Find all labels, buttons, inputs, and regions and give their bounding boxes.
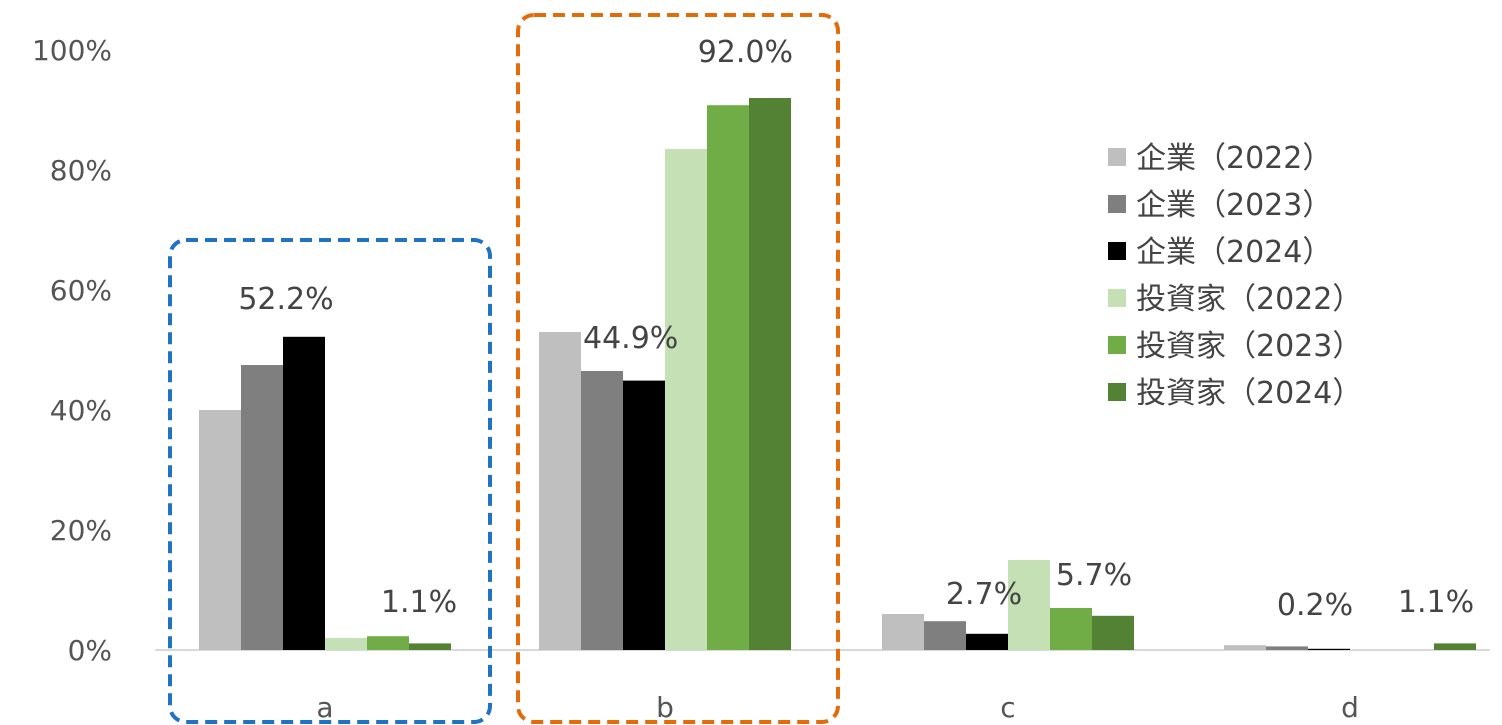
bar-b-series-1 — [581, 371, 623, 650]
category-label: b — [656, 691, 674, 724]
bar-d-series-2 — [1308, 648, 1350, 650]
legend-swatch — [1108, 148, 1126, 166]
bar-c-series-0 — [882, 614, 924, 650]
legend-label: 企業（2022） — [1136, 141, 1332, 176]
bar-a-series-0 — [199, 410, 241, 650]
data-label: 5.7% — [1056, 558, 1132, 593]
y-tick-label: 60% — [50, 274, 112, 307]
legend-label: 投資家（2022） — [1136, 282, 1362, 317]
data-label: 0.2% — [1277, 588, 1353, 623]
bar-b-series-4 — [707, 105, 749, 650]
data-label: 1.1% — [1398, 585, 1474, 620]
bar-b-series-5 — [749, 98, 791, 650]
data-label: 44.9% — [583, 321, 678, 356]
legend-swatch — [1108, 195, 1126, 213]
legend-label: 投資家（2023） — [1136, 329, 1362, 364]
category-label: a — [316, 691, 333, 724]
bar-a-series-2 — [283, 336, 325, 650]
y-tick-label: 100% — [32, 34, 112, 67]
bar-b-series-3 — [665, 149, 707, 650]
y-tick-label: 20% — [50, 514, 112, 547]
data-label: 92.0% — [698, 35, 793, 70]
legend-label: 企業（2024） — [1136, 235, 1332, 270]
legend: 企業（2022） 企業（2023） 企業（2024） 投資家（2022） 投資家（202… — [1108, 141, 1362, 411]
bar-c-series-2 — [966, 633, 1008, 650]
legend-swatch — [1108, 383, 1126, 401]
bar-c-series-1 — [924, 621, 966, 650]
bar-b-series-0 — [539, 332, 581, 650]
bar-a-series-5 — [409, 643, 451, 650]
bar-c-series-5 — [1092, 615, 1134, 650]
bar-a-series-1 — [241, 365, 283, 650]
legend-swatch — [1108, 289, 1126, 307]
legend-label: 企業（2023） — [1136, 188, 1332, 223]
bar-c-series-4 — [1050, 608, 1092, 650]
category-label: d — [1341, 691, 1359, 724]
highlight-box-a — [168, 238, 492, 724]
bars — [199, 98, 1476, 650]
data-label: 52.2% — [238, 282, 333, 317]
legend-swatch — [1108, 336, 1126, 354]
bar-b-series-2 — [623, 380, 665, 650]
bar-c-series-3 — [1008, 560, 1050, 650]
bar-d-series-1 — [1266, 646, 1308, 650]
bar-a-series-3 — [325, 638, 367, 650]
highlight-boxes — [168, 13, 840, 724]
category-label: c — [1000, 691, 1015, 724]
y-tick-label: 40% — [50, 394, 112, 427]
bar-a-series-4 — [367, 636, 409, 650]
legend-label: 投資家（2024） — [1136, 376, 1362, 411]
data-labels: 52.2% 1.1% 44.9% 92.0% 2.7% 5.7% 0.2% 1.1% — [238, 35, 1474, 623]
data-label: 1.1% — [381, 585, 457, 620]
bar-d-series-0 — [1224, 645, 1266, 650]
legend-swatch — [1108, 242, 1126, 260]
data-label: 2.7% — [946, 577, 1022, 612]
highlight-box-b — [516, 13, 840, 724]
y-tick-label: 0% — [68, 634, 112, 667]
x-axis: a b c d — [316, 691, 1358, 724]
y-tick-label: 80% — [50, 154, 112, 187]
bar-d-series-5 — [1434, 643, 1476, 650]
